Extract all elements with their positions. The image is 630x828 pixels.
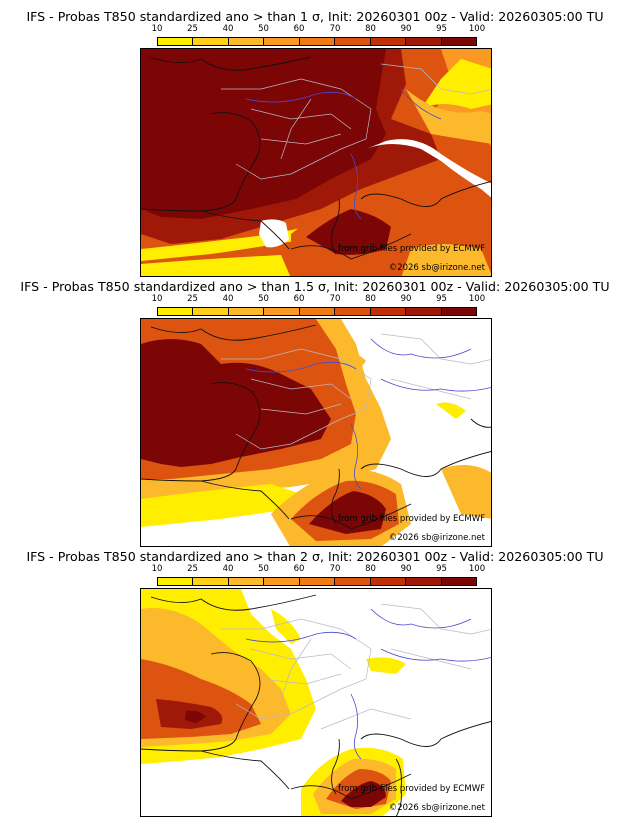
source-credit: from grib files provided by ECMWF	[338, 244, 485, 254]
legend-ticks: 10 25 40 50 60 70 80 90 95 100	[152, 24, 486, 35]
colorbar-bin	[264, 308, 300, 315]
legend-tick: 50	[258, 24, 269, 34]
legend-tick: 25	[187, 24, 198, 34]
panel-title: IFS - Probas T850 standardized ano > tha…	[26, 9, 604, 24]
colorbar-bin	[193, 578, 229, 585]
colorbar-bin	[441, 38, 476, 45]
panel-title: IFS - Probas T850 standardized ano > tha…	[26, 549, 604, 564]
probability-legend: 10 25 40 50 60 70 80 90 95 100	[152, 294, 486, 317]
source-credit: from grib files provided by ECMWF	[338, 784, 485, 794]
colorbar	[157, 307, 477, 316]
colorbar-bin	[158, 578, 194, 585]
colorbar-bin	[193, 308, 229, 315]
legend-ticks: 10 25 40 50 60 70 80 90 95 100	[152, 294, 486, 305]
colorbar-bin	[228, 308, 265, 315]
legend-tick: 50	[258, 294, 269, 304]
legend-tick: 60	[293, 24, 305, 34]
colorbar-bin	[370, 308, 407, 315]
source-credit: from grib files provided by ECMWF	[338, 514, 485, 524]
legend-tick: 25	[187, 564, 198, 574]
legend-tick: 50	[258, 564, 269, 574]
legend-tick: 80	[365, 564, 376, 574]
colorbar-bin	[299, 38, 336, 45]
colorbar-bin	[228, 578, 265, 585]
legend-tick: 40	[222, 564, 234, 574]
legend-ticks: 10 25 40 50 60 70 80 90 95 100	[152, 564, 486, 575]
probability-map: from grib files provided by ECMWF ©2026 …	[140, 48, 492, 277]
map-graphic	[141, 319, 491, 546]
legend-tick: 40	[222, 294, 234, 304]
legend-tick: 60	[293, 564, 305, 574]
colorbar-bin	[335, 308, 371, 315]
copyright-credit: ©2026 sb@irizone.net	[388, 803, 485, 813]
colorbar-bin	[441, 308, 476, 315]
legend-tick: 70	[329, 564, 341, 574]
legend-tick: 95	[436, 564, 447, 574]
probability-legend: 10 25 40 50 60 70 80 90 95 100	[152, 564, 486, 587]
probability-map: from grib files provided by ECMWF ©2026 …	[140, 588, 492, 817]
map-graphic	[141, 589, 491, 816]
legend-tick: 10	[151, 24, 163, 34]
colorbar-bin	[228, 38, 265, 45]
legend-tick: 90	[400, 564, 412, 574]
probability-legend: 10 25 40 50 60 70 80 90 95 100	[152, 24, 486, 47]
colorbar	[157, 37, 477, 46]
legend-tick: 10	[151, 294, 163, 304]
legend-tick: 70	[329, 24, 341, 34]
colorbar-bin	[370, 578, 407, 585]
panel-1: IFS - Probas T850 standardized ano > tha…	[0, 0, 630, 277]
colorbar-bin	[335, 578, 371, 585]
legend-tick: 90	[400, 294, 412, 304]
legend-tick: 95	[436, 24, 447, 34]
map-graphic	[141, 49, 491, 276]
probability-map: from grib files provided by ECMWF ©2026 …	[140, 318, 492, 547]
colorbar-bin	[441, 578, 476, 585]
legend-tick: 100	[468, 294, 486, 304]
colorbar-bin	[370, 38, 407, 45]
legend-tick: 40	[222, 24, 234, 34]
legend-tick: 80	[365, 24, 376, 34]
panel-2: IFS - Probas T850 standardized ano > tha…	[0, 270, 630, 547]
colorbar-bin	[299, 578, 336, 585]
legend-tick: 90	[400, 24, 412, 34]
colorbar-bin	[264, 578, 300, 585]
colorbar-bin	[299, 308, 336, 315]
colorbar-bin	[193, 38, 229, 45]
colorbar-bin	[158, 308, 194, 315]
legend-tick: 10	[151, 564, 163, 574]
legend-tick: 95	[436, 294, 447, 304]
legend-tick: 80	[365, 294, 376, 304]
colorbar-bin	[406, 308, 442, 315]
colorbar-bin	[335, 38, 371, 45]
copyright-credit: ©2026 sb@irizone.net	[388, 263, 485, 273]
legend-tick: 25	[187, 294, 198, 304]
legend-tick: 100	[468, 24, 486, 34]
colorbar	[157, 577, 477, 586]
colorbar-bin	[264, 38, 300, 45]
legend-tick: 60	[293, 294, 305, 304]
colorbar-bin	[158, 38, 194, 45]
panel-title: IFS - Probas T850 standardized ano > tha…	[20, 279, 610, 294]
colorbar-bin	[406, 578, 442, 585]
legend-tick: 70	[329, 294, 341, 304]
panel-3: IFS - Probas T850 standardized ano > tha…	[0, 540, 630, 817]
copyright-credit: ©2026 sb@irizone.net	[388, 533, 485, 543]
colorbar-bin	[406, 38, 442, 45]
legend-tick: 100	[468, 564, 486, 574]
